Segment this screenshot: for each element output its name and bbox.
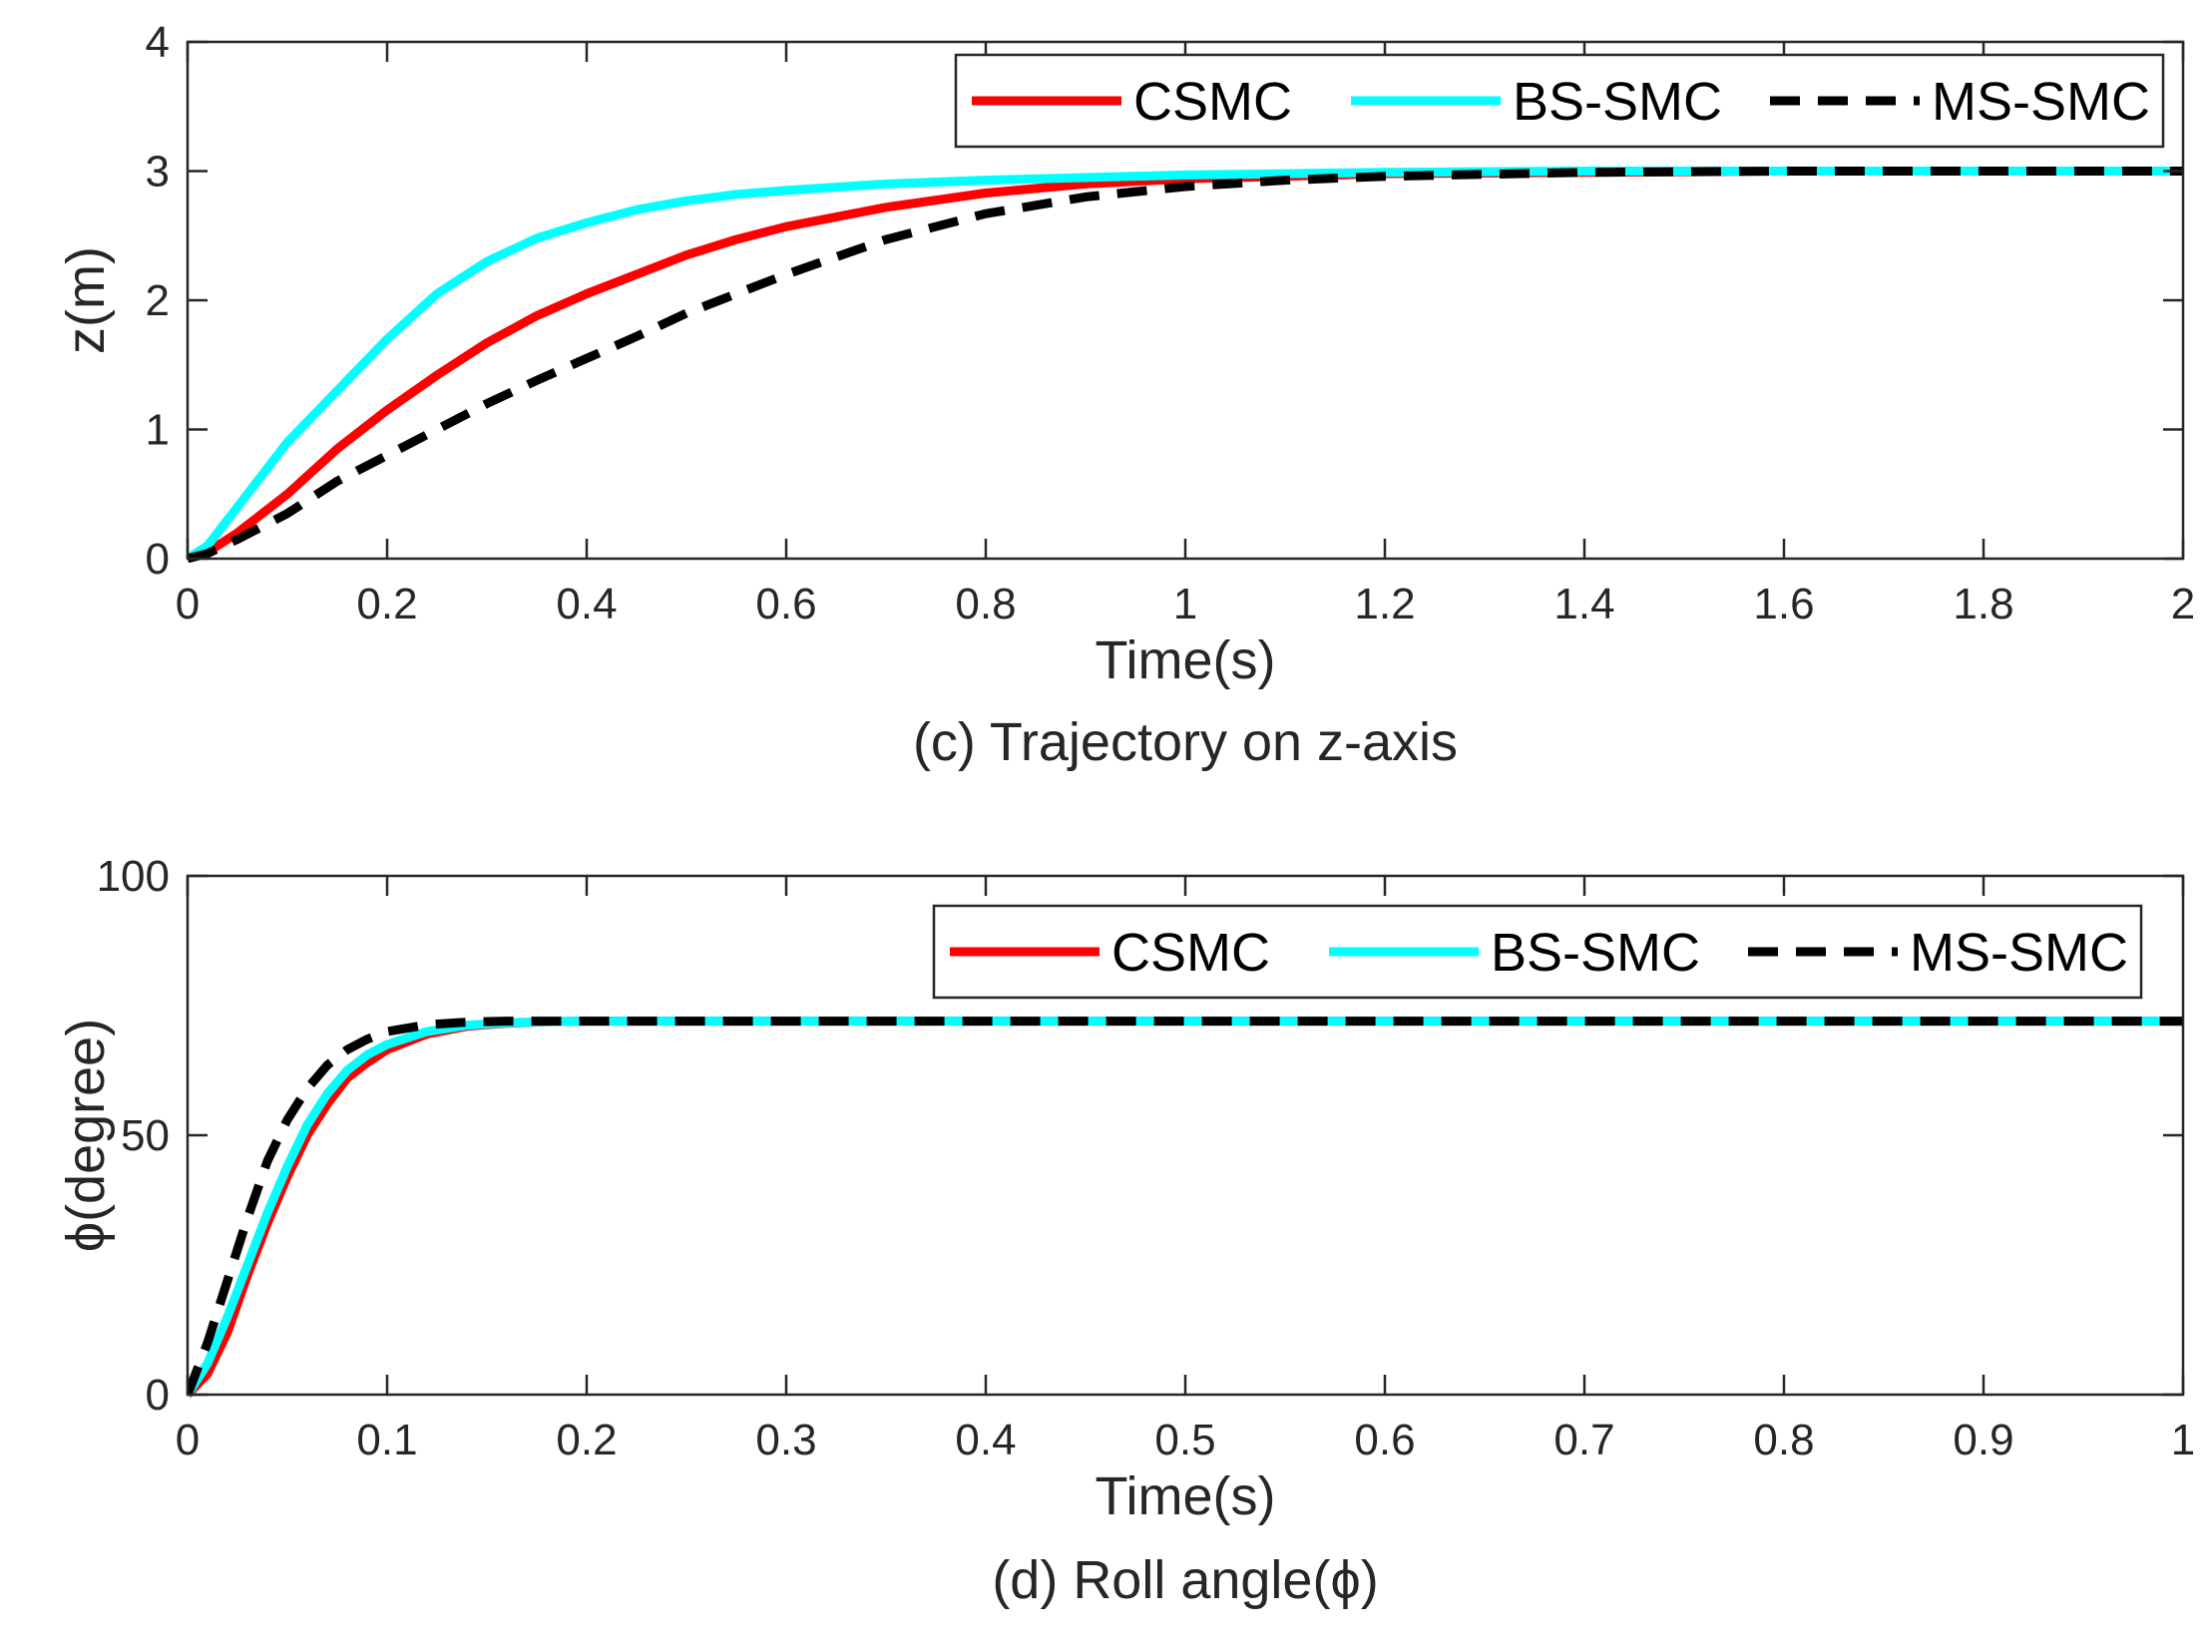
x-tick-label: 1.4 [1553, 580, 1614, 628]
x-tick-label: 0.9 [1953, 1416, 2013, 1464]
chart-c: 0 0.2 0.4 0.6 0.8 1 1.2 1.4 1.6 1.8 2 0 1 2 3 4 Time(s) z… [56, 18, 2195, 772]
series-line-bs-smc [188, 1017, 2183, 1398]
x-tick-label: 0.8 [955, 580, 1016, 628]
y-tick-label: 0 [146, 535, 170, 584]
x-tick-label: 1.2 [1354, 580, 1415, 628]
y-tick-label: 2 [146, 276, 170, 325]
x-tick-label: 0.4 [556, 580, 617, 628]
y-tick-label: 50 [121, 1111, 170, 1160]
x-tick-label: 0.1 [356, 1416, 417, 1464]
legend-box [932, 904, 2143, 1000]
x-tick-label: 1.8 [1953, 580, 2013, 628]
legend-box [954, 53, 2165, 149]
x-tick-label: 0.2 [556, 1416, 617, 1464]
y-tick-label: 100 [97, 852, 170, 901]
series-line-ms-smc [188, 167, 2183, 563]
x-axis-label: Time(s) [1096, 1466, 1276, 1526]
y-axis-label: z(m) [56, 246, 116, 354]
legend-label-bs-smc: BS-SMC [1491, 923, 1700, 983]
x-tick-label: 1 [2171, 1416, 2195, 1464]
y-tick-label: 1 [146, 406, 170, 455]
legend: CSMC BS-SMC MS-SMC [932, 904, 2143, 1000]
chart-caption: (d) Roll angle(ϕ) [992, 1550, 1378, 1610]
legend-label-ms-smc: MS-SMC [1932, 72, 2150, 132]
legend-label-csmc: CSMC [1133, 72, 1292, 132]
x-tick-label: 1 [1173, 580, 1197, 628]
legend-label-ms-smc: MS-SMC [1910, 923, 2128, 983]
x-tick-label: 0.8 [1753, 1416, 1814, 1464]
legend: CSMC BS-SMC MS-SMC [954, 53, 2165, 149]
x-tick-label: 0 [176, 1416, 200, 1464]
series-group [188, 1017, 2183, 1399]
x-tick-label: 0.6 [1354, 1416, 1415, 1464]
chart-caption: (c) Trajectory on z-axis [913, 712, 1458, 772]
chart-d: 0 0.1 0.2 0.3 0.4 0.5 0.6 0.7 0.8 0.9 1 0 50 100 Time(… [56, 852, 2195, 1610]
series-group [188, 167, 2183, 563]
x-tick-label: 0.2 [356, 580, 417, 628]
series-line-ms-smc [188, 1017, 2183, 1397]
y-tick-label: 0 [146, 1371, 170, 1420]
x-tick-label: 0.4 [955, 1416, 1016, 1464]
x-tick-label: 0.6 [755, 580, 816, 628]
y-axis-label: ϕ(degree) [56, 1019, 116, 1252]
x-tick-label: 0 [176, 580, 200, 628]
x-axis-label: Time(s) [1096, 630, 1276, 690]
legend-label-csmc: CSMC [1111, 923, 1270, 983]
series-line-bs-smc [188, 167, 2183, 563]
legend-label-bs-smc: BS-SMC [1513, 72, 1722, 132]
x-tick-label: 0.5 [1154, 1416, 1215, 1464]
x-tick-label: 0.7 [1553, 1416, 1614, 1464]
x-tick-label: 0.3 [755, 1416, 816, 1464]
y-tick-label: 3 [146, 148, 170, 197]
y-tick-label: 4 [146, 18, 170, 67]
x-tick-label: 2 [2171, 580, 2195, 628]
x-tick-label: 1.6 [1753, 580, 1814, 628]
